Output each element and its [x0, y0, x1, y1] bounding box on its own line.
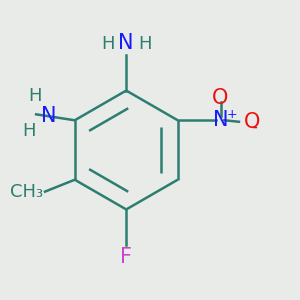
Text: N: N: [213, 110, 228, 130]
Text: +: +: [227, 108, 238, 122]
Text: H: H: [138, 34, 152, 52]
Text: H: H: [22, 122, 35, 140]
Text: N: N: [40, 106, 56, 126]
Text: O: O: [212, 88, 229, 108]
Text: -: -: [251, 118, 257, 136]
Text: O: O: [244, 112, 261, 132]
Text: N: N: [118, 32, 134, 52]
Text: H: H: [28, 87, 41, 105]
Text: F: F: [120, 247, 132, 267]
Text: H: H: [101, 34, 114, 52]
Text: CH₃: CH₃: [11, 183, 43, 201]
